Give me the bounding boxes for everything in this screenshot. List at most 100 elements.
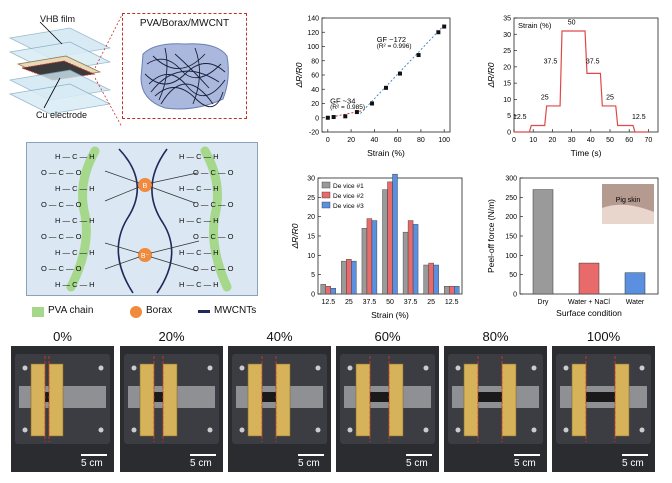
y-tick-label: 40 [311,87,319,94]
bar [387,181,393,295]
step-label: 12.5 [513,114,527,121]
data-point [370,101,375,106]
y-tick-label: 15 [307,234,315,241]
x-tick-label: 80 [417,137,425,144]
y-tick-label: 60 [311,73,319,80]
stretch-rig-drawing [11,346,114,472]
gf-low-label: GF ~34 [330,97,355,106]
stretch-rig-drawing [552,346,655,472]
strain-label: 100% [586,329,621,344]
cnt-network-illustration [140,43,229,110]
scale-bar-label: 5 cm [622,458,644,469]
x-tick-label: 12.5 [445,299,459,306]
x-tick-label: 60 [625,137,633,144]
bar [361,228,368,295]
x-axis-label: Strain (%) [371,310,409,320]
step-label: 37.5 [586,59,600,66]
svg-text:H — C — H: H — C — H [179,248,219,257]
stretch-rig-drawing [444,346,547,472]
y-tick-label: 100 [505,253,517,260]
y-tick-label: -20 [309,130,319,137]
step-label: 50 [568,20,576,27]
y-tick-label: 0 [311,292,315,299]
data-point [354,110,359,115]
chart-gauge-factor: Strain (%) ΔR/R0 0 20 40 60 80 100 -20 0 20 40 60 80 1… [294,16,451,158]
x-tick-label: Water [626,299,645,306]
y-tick-label: 30 [307,176,315,183]
y-tick-label: 10 [503,97,511,104]
chart-peel-off-force: Surface condition Peel-off force (N/m) 0 50… [486,176,659,318]
plot-frame [513,17,659,133]
y-tick-label: 100 [307,44,319,51]
svg-text:O — C — O: O — C — O [41,168,82,177]
data-point [343,114,348,119]
x-tick-label: 10 [529,137,537,144]
bar [407,220,414,295]
y-tick-label: 0 [507,130,511,137]
legend-swatch-mwcnt [198,310,210,313]
gf-high-r2: (R² = 0.996) [377,43,412,50]
svg-text:O — C — O: O — C — O [41,200,82,209]
vhb-film-label: VHB film [40,14,76,24]
bar [392,173,398,295]
bar [371,220,378,295]
left-chain-atoms: H — C — H O — C — O H — C — H O — C — O … [41,152,95,289]
svg-text:O — C — O: O — C — O [193,200,234,209]
y-tick-label: 20 [503,64,511,71]
y-tick-label: 5 [311,272,315,279]
svg-text:H — C — H: H — C — H [179,216,219,225]
data-point [397,71,402,76]
x-tick-label: 50 [606,137,614,144]
x-tick-label: 25 [427,299,435,306]
bar [624,272,646,295]
x-tick-label: 37.5 [404,299,418,306]
svg-text:H — C — H: H — C — H [55,216,95,225]
bar [412,224,419,295]
svg-text:O — C — O: O — C — O [193,264,234,273]
svg-text:O — C — O: O — C — O [193,168,234,177]
scale-bar-label: 5 cm [190,458,212,469]
legend-label: De vice #3 [333,203,364,210]
data-point [442,24,447,29]
bar [532,189,554,295]
x-tick-label: 30 [568,137,576,144]
legend-label-borax: Borax [146,305,173,316]
zoom-lines [95,14,123,128]
step-label: 25 [606,94,614,101]
strain-label: 40% [266,329,293,344]
legend-label-mwcnt: MWCNTs [214,305,257,316]
gf-low-r2: (R² = 0.985) [330,104,365,111]
x-tick-label: 60 [394,137,402,144]
y-tick-label: 80 [311,58,319,65]
step-label: 37.5 [544,59,558,66]
step-label: 12.5 [632,114,646,121]
y-tick-label: 150 [505,234,517,241]
legend-swatch [321,191,331,199]
fit-line-high [360,24,445,114]
x-tick-label: 25 [345,299,353,306]
y-tick-label: 0 [315,115,319,122]
composite-inset: PVA/Borax/MWCNT [122,13,247,119]
bar [444,286,450,295]
y-tick-label: 300 [505,176,517,183]
bar [341,260,347,295]
svg-text:O — C — O: O — C — O [193,232,234,241]
svg-text:H — C — H: H — C — H [55,248,95,257]
bar [423,264,429,295]
x-axis-label: Time (s) [571,148,602,158]
y-tick-label: 140 [307,16,319,23]
stretch-photo: 5 cm [552,346,655,472]
boron-minus-label: B⁻ [141,253,150,260]
stretch-photo: 5 cm [336,346,439,472]
bar [351,260,357,295]
x-tick-label: 20 [347,137,355,144]
chart-step-response: Time (s) ΔR/R0 0 10 20 30 40 50 60 70 0 5 10 15 20 25 30… [486,16,659,158]
bar [346,258,352,295]
pig-skin-label: Pig skin [616,197,641,204]
x-tick-label: 40 [587,137,595,144]
bar [578,262,600,295]
y-tick-label: 200 [505,214,517,221]
response-line [514,30,649,133]
stretch-photo: 5 cm [120,346,223,472]
y-tick-label: 25 [307,195,315,202]
